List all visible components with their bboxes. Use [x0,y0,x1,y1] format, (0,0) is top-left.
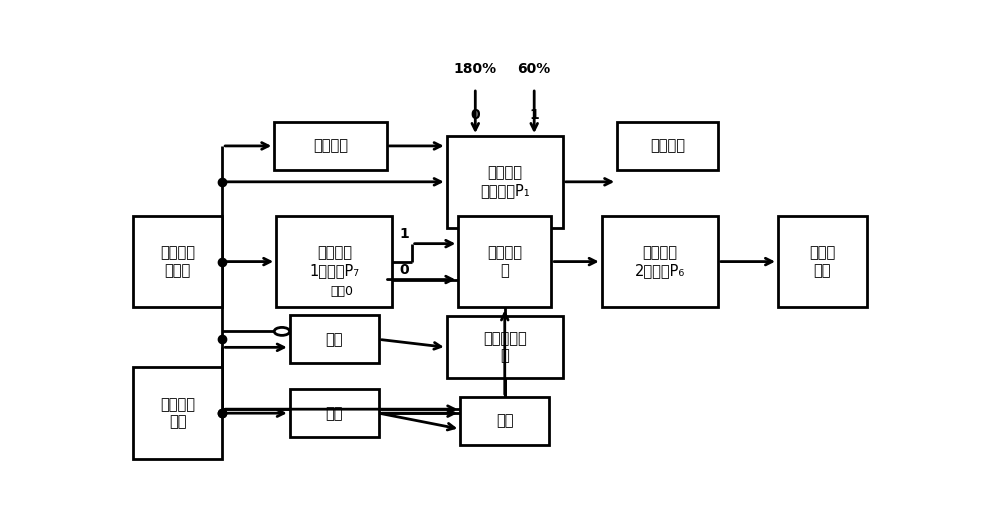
Bar [460,397,549,445]
Text: 1: 1 [529,108,539,122]
Bar [276,215,392,308]
Text: 60%: 60% [518,62,551,76]
Circle shape [274,327,290,335]
Bar [133,215,222,308]
Text: 信号选择
器: 信号选择 器 [487,246,522,278]
Text: 抱闸闭合
条件: 抱闸闭合 条件 [160,397,195,429]
Text: 转矩限幅: 转矩限幅 [650,138,685,153]
Text: 常数0: 常数0 [330,285,354,298]
Bar [458,215,551,308]
Text: 0: 0 [399,263,409,277]
Text: 变频器
停机: 变频器 停机 [809,246,836,278]
Bar [447,136,563,228]
Text: 附加频率: 附加频率 [313,138,348,153]
Bar [133,367,222,459]
Text: 与门: 与门 [326,332,343,347]
Text: 1: 1 [399,227,409,241]
Text: 脉冲延时
器，延时P₁: 脉冲延时 器，延时P₁ [480,166,530,198]
Text: 180%: 180% [454,62,497,76]
Bar [617,122,718,170]
Bar [602,215,718,308]
Text: 0: 0 [470,108,480,122]
Bar [447,316,563,378]
Text: 关延时器
2，延时P₆: 关延时器 2，延时P₆ [635,246,685,278]
Text: 或门: 或门 [496,414,514,428]
Text: 起重机停
机命令: 起重机停 机命令 [160,246,195,278]
Bar [290,389,379,437]
Bar [778,215,867,308]
Bar [290,315,379,363]
Text: 非门: 非门 [326,406,343,421]
Text: 抱闸开始闭
合: 抱闸开始闭 合 [483,331,527,364]
Bar [274,122,387,170]
Text: 关延时器
1，延时P₇: 关延时器 1，延时P₇ [309,246,359,278]
